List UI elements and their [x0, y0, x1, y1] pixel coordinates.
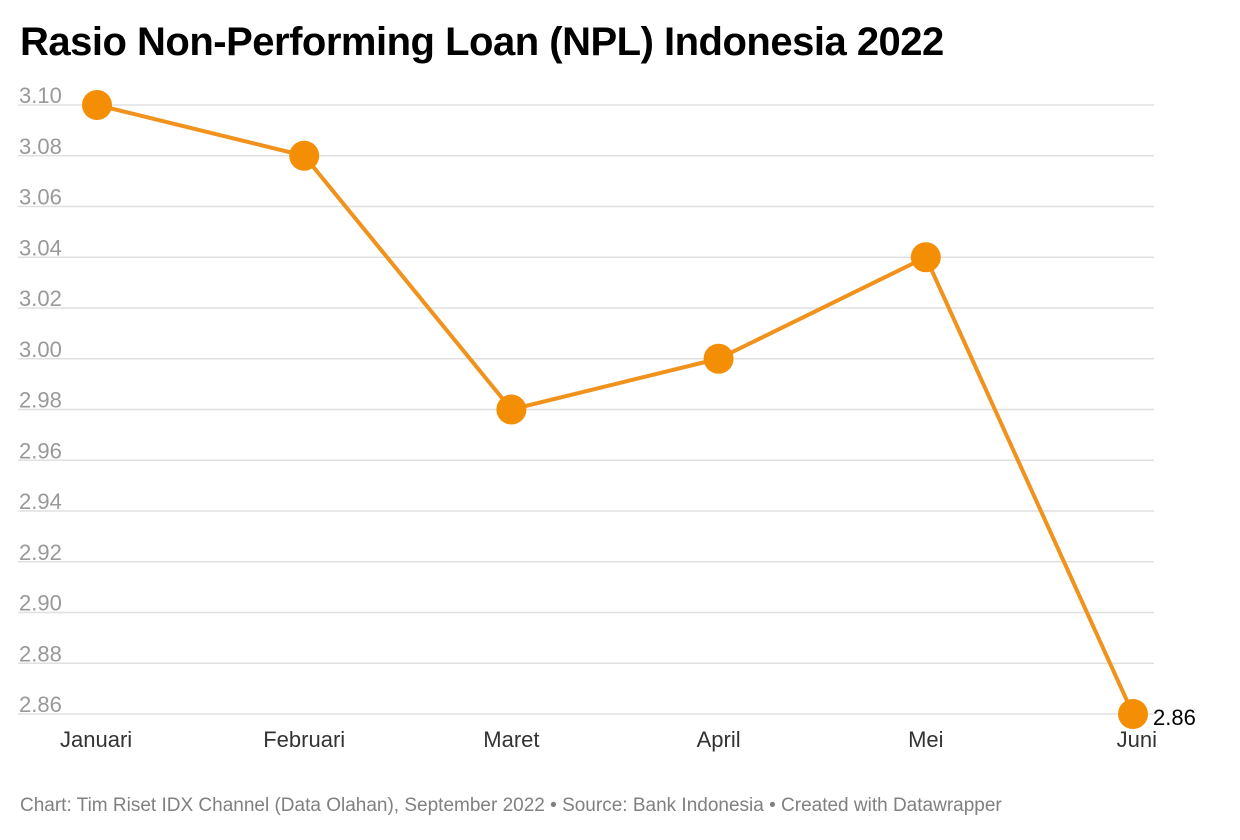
y-tick-label: 3.06 — [19, 185, 62, 210]
data-point-januari — [82, 90, 112, 120]
data-point-maret — [496, 394, 527, 425]
data-point-februari — [289, 140, 320, 171]
data-point-juni — [1118, 699, 1148, 729]
data-points — [82, 90, 1148, 729]
chart-footer: Chart: Tim Riset IDX Channel (Data Olaha… — [20, 795, 1002, 816]
x-axis-tick-labels: Januari Februari Maret April Mei Juni — [60, 727, 1157, 752]
y-tick-label: 3.10 — [19, 83, 62, 108]
y-tick-label: 2.92 — [19, 540, 62, 565]
y-tick-label: 2.90 — [19, 591, 62, 616]
x-tick-label: April — [697, 727, 741, 752]
data-label: 2.86 — [1153, 705, 1196, 730]
data-point-april — [703, 343, 734, 374]
x-tick-label: Januari — [60, 727, 132, 752]
y-tick-label: 3.04 — [19, 235, 62, 260]
y-tick-label: 3.08 — [19, 134, 62, 159]
x-tick-label: Mei — [908, 727, 943, 752]
x-tick-label: Maret — [483, 727, 539, 752]
y-tick-label: 2.86 — [19, 692, 62, 717]
y-axis-tick-labels: 3.10 3.08 3.06 3.04 3.02 3.00 2.98 2.96 2.94 2.92… — [19, 83, 62, 717]
y-tick-label: 3.00 — [19, 337, 62, 362]
x-tick-label: Juni — [1117, 727, 1157, 752]
chart-title: Rasio Non-Performing Loan (NPL) Indonesi… — [20, 20, 944, 64]
gridlines — [18, 104, 1154, 715]
y-tick-label: 2.96 — [19, 438, 62, 463]
x-tick-label: Februari — [263, 727, 345, 752]
y-tick-label: 2.88 — [19, 641, 62, 666]
y-tick-label: 2.98 — [19, 388, 62, 413]
y-tick-label: 2.94 — [19, 489, 62, 514]
data-point-mei — [910, 242, 941, 273]
data-labels: 2.86 — [1153, 705, 1196, 730]
series-line — [95, 103, 1135, 716]
y-tick-label: 3.02 — [19, 286, 62, 311]
series-line-group — [95, 103, 1135, 716]
